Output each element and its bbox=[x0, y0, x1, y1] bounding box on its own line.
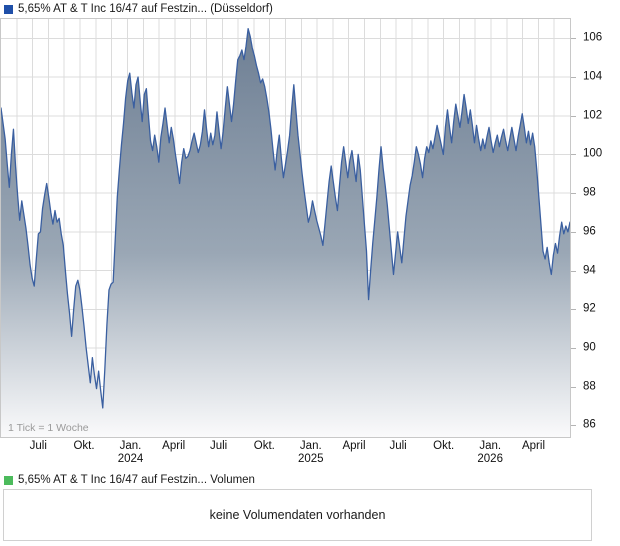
x-axis-label: Jan. 2024 bbox=[117, 440, 144, 465]
x-axis-label: Okt. bbox=[253, 440, 275, 452]
volume-panel: keine Volumendaten vorhanden bbox=[3, 489, 592, 541]
x-axis-label: Juli bbox=[29, 440, 47, 452]
y-axis-label: 94 bbox=[583, 264, 596, 277]
volume-empty-message: keine Volumendaten vorhanden bbox=[209, 508, 386, 522]
chart-legend[interactable]: 5,65% AT & T Inc 16/47 auf Festzin... (D… bbox=[4, 2, 273, 16]
y-axis-tick bbox=[571, 425, 576, 427]
y-axis-tick bbox=[571, 115, 576, 117]
y-axis-label: 98 bbox=[583, 186, 596, 199]
y-axis-tick bbox=[571, 347, 576, 349]
y-axis-tick bbox=[571, 386, 576, 388]
y-axis-label: 88 bbox=[583, 380, 596, 393]
y-axis-label: 86 bbox=[583, 418, 596, 431]
chart-legend-label: 5,65% AT & T Inc 16/47 auf Festzin... (D… bbox=[18, 2, 273, 15]
x-axis-label: Okt. bbox=[73, 440, 95, 452]
volume-legend[interactable]: 5,65% AT & T Inc 16/47 auf Festzin... Vo… bbox=[4, 473, 255, 487]
y-axis-tick bbox=[571, 231, 576, 233]
y-axis-label: 100 bbox=[583, 147, 603, 160]
y-axis-label: 90 bbox=[583, 341, 596, 354]
y-axis-tick bbox=[571, 193, 576, 195]
price-area-series bbox=[1, 19, 570, 437]
y-axis-tick bbox=[571, 270, 576, 272]
y-axis-label: 106 bbox=[583, 31, 603, 44]
y-axis-tick bbox=[571, 77, 576, 79]
y-axis-tick bbox=[571, 38, 576, 40]
y-axis-tick bbox=[571, 309, 576, 311]
x-axis: Juli Okt. Jan. 2024 April Juli Okt. Jan. 2025 Apr… bbox=[0, 440, 571, 468]
price-chart-plot[interactable] bbox=[1, 19, 570, 437]
square-marker-icon bbox=[4, 475, 13, 485]
x-axis-label: Jan. 2025 bbox=[298, 440, 324, 465]
y-axis-label: 92 bbox=[583, 302, 596, 315]
square-marker-icon bbox=[4, 4, 13, 14]
volume-legend-label: 5,65% AT & T Inc 16/47 auf Festzin... Vo… bbox=[18, 473, 255, 486]
x-axis-label: Okt. bbox=[433, 440, 455, 452]
tick-interval-annotation: 1 Tick = 1 Woche bbox=[8, 422, 89, 434]
x-axis-label: April bbox=[521, 440, 546, 452]
y-axis: 86 88 90 92 94 96 98 100 102 104 106 bbox=[571, 18, 620, 438]
x-axis-label: Juli bbox=[209, 440, 228, 452]
y-axis-label: 96 bbox=[583, 225, 596, 238]
price-chart-panel[interactable]: 1 Tick = 1 Woche bbox=[0, 18, 571, 438]
y-axis-label: 102 bbox=[583, 109, 603, 122]
x-axis-label: Jan. 2026 bbox=[477, 440, 503, 465]
y-axis-label: 104 bbox=[583, 70, 603, 83]
x-axis-label: Juli bbox=[389, 440, 407, 452]
y-axis-tick bbox=[571, 154, 576, 156]
x-axis-label: April bbox=[162, 440, 186, 452]
x-axis-label: April bbox=[342, 440, 366, 452]
